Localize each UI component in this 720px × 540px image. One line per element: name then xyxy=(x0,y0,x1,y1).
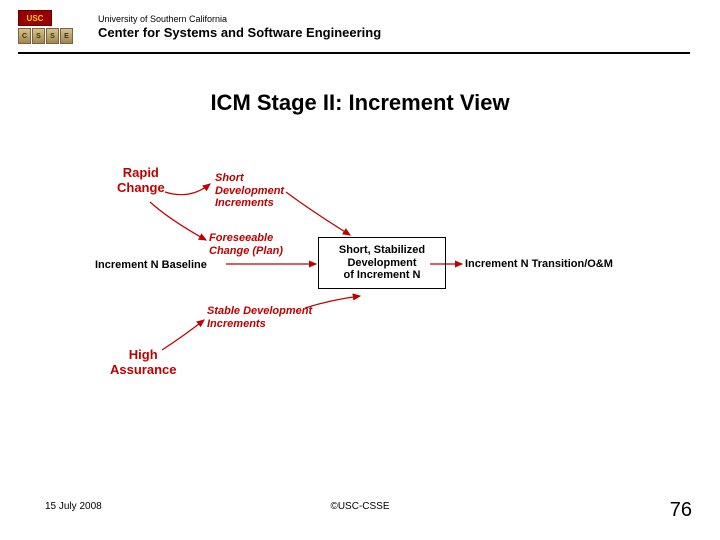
flow-edge xyxy=(305,296,360,308)
flow-node-high: HighAssurance xyxy=(110,348,176,378)
footer-copyright: ©USC-CSSE xyxy=(0,501,720,512)
flow-node-baseline: Increment N Baseline xyxy=(95,259,207,272)
flow-edge xyxy=(286,192,350,235)
flow-edge xyxy=(165,184,210,195)
flow-node-trans: Increment N Transition/O&M xyxy=(465,258,613,271)
flow-edge xyxy=(162,320,204,350)
flow-node-mainbox: Short, StabilizedDevelopmentof Increment… xyxy=(318,237,446,289)
flow-node-shortdev: ShortDevelopmentIncrements xyxy=(215,172,284,210)
flow-edge xyxy=(150,202,206,240)
flow-node-foresee: ForeseeableChange (Plan) xyxy=(209,232,283,257)
flow-node-rapid: RapidChange xyxy=(117,166,165,196)
flow-node-stableinc: Stable DevelopmentIncrements xyxy=(207,305,312,330)
slide-number: 76 xyxy=(670,499,692,522)
